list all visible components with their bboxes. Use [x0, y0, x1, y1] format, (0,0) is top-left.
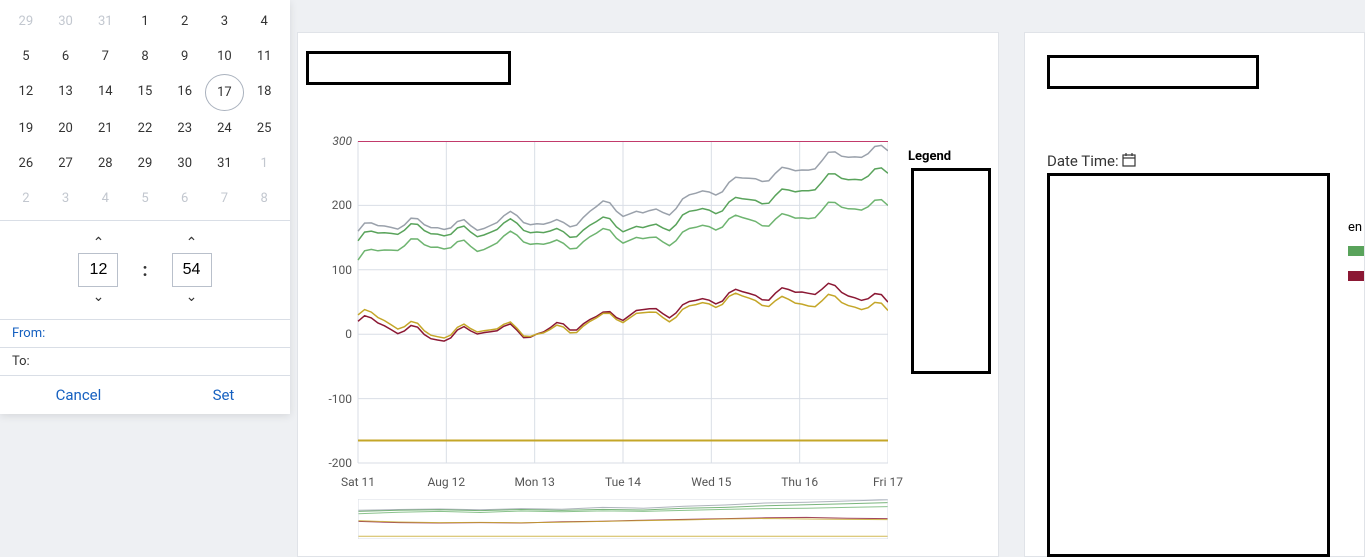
from-label[interactable]: From:	[0, 319, 290, 347]
calendar-day[interactable]: 18	[244, 74, 284, 111]
calendar-day[interactable]: 3	[46, 181, 86, 216]
calendar-day[interactable]: 5	[125, 181, 165, 216]
time-spinner-row: ⌃ ⌄ : ⌃ ⌄	[0, 220, 290, 319]
y-axis-tick: 100	[304, 263, 352, 277]
calendar-day[interactable]: 8	[125, 39, 165, 74]
datetime-label: Date Time:	[1047, 152, 1136, 170]
chart-overview-strip[interactable]	[358, 499, 888, 539]
x-axis-tick: Fri 17	[858, 475, 918, 489]
calendar-day[interactable]: 17	[205, 74, 245, 111]
calendar-day[interactable]: 4	[85, 181, 125, 216]
legend-heading: Legend	[908, 149, 951, 164]
calendar-day[interactable]: 19	[6, 111, 46, 146]
hour-down-icon[interactable]: ⌄	[87, 287, 111, 307]
calendar-day[interactable]: 30	[46, 4, 86, 39]
calendar-grid: 2930311234567891011121314151617181920212…	[0, 0, 290, 220]
calendar-day[interactable]: 9	[165, 39, 205, 74]
minute-up-icon[interactable]: ⌃	[180, 233, 204, 253]
calendar-day[interactable]: 16	[165, 74, 205, 111]
calendar-day[interactable]: 4	[244, 4, 284, 39]
calendar-day[interactable]: 21	[85, 111, 125, 146]
cancel-button[interactable]: Cancel	[56, 386, 102, 404]
x-axis-tick: Thu 16	[770, 475, 830, 489]
legend-swatch-green	[1348, 246, 1364, 256]
calendar-day[interactable]: 26	[6, 146, 46, 181]
y-axis-tick: 0	[304, 327, 352, 341]
legend-swatch-red	[1348, 271, 1364, 281]
calendar-day[interactable]: 6	[46, 39, 86, 74]
chart-title-placeholder	[306, 51, 511, 85]
calendar-day[interactable]: 1	[125, 4, 165, 39]
calendar-day[interactable]: 31	[85, 4, 125, 39]
legend-fragment-text: en	[1348, 220, 1362, 235]
minute-spinner: ⌃ ⌄	[172, 233, 212, 307]
y-axis-tick: -100	[304, 392, 352, 406]
side-panel: Date Time: en	[1024, 32, 1365, 557]
calendar-day[interactable]: 27	[46, 146, 86, 181]
calendar-day[interactable]: 14	[85, 74, 125, 111]
hour-input[interactable]	[78, 253, 118, 287]
legend-placeholder	[911, 168, 991, 374]
calendar-day[interactable]: 12	[6, 74, 46, 111]
calendar-day[interactable]: 6	[165, 181, 205, 216]
hour-spinner: ⌃ ⌄	[78, 233, 118, 307]
calendar-day[interactable]: 7	[205, 181, 245, 216]
calendar-day[interactable]: 7	[85, 39, 125, 74]
line-chart[interactable]	[298, 141, 888, 493]
calendar-day[interactable]: 2	[165, 4, 205, 39]
minute-down-icon[interactable]: ⌄	[180, 287, 204, 307]
hour-up-icon[interactable]: ⌃	[87, 233, 111, 253]
calendar-day[interactable]: 8	[244, 181, 284, 216]
minute-input[interactable]	[172, 253, 212, 287]
calendar-day[interactable]: 5	[6, 39, 46, 74]
set-button[interactable]: Set	[213, 386, 235, 404]
y-axis-tick: 300	[304, 134, 352, 148]
calendar-day[interactable]: 1	[244, 146, 284, 181]
calendar-day[interactable]: 22	[125, 111, 165, 146]
chart-panel: Legend 300 200 100 0 -100 -200 Sat 11 Aug 12 Mo…	[297, 32, 999, 557]
to-label[interactable]: To:	[0, 347, 290, 375]
x-axis-tick: Mon 13	[505, 475, 565, 489]
calendar-day[interactable]: 24	[205, 111, 245, 146]
side-content-placeholder	[1047, 173, 1330, 557]
calendar-day[interactable]: 13	[46, 74, 86, 111]
calendar-day[interactable]: 29	[125, 146, 165, 181]
x-axis-tick: Wed 15	[681, 475, 741, 489]
calendar-day[interactable]: 23	[165, 111, 205, 146]
calendar-day[interactable]: 30	[165, 146, 205, 181]
y-axis-tick: -200	[304, 456, 352, 470]
x-axis-tick: Sat 11	[328, 475, 388, 489]
calendar-day[interactable]: 28	[85, 146, 125, 181]
calendar-day[interactable]: 31	[205, 146, 245, 181]
x-axis-tick: Tue 14	[593, 475, 653, 489]
calendar-day[interactable]: 3	[205, 4, 245, 39]
calendar-day[interactable]: 20	[46, 111, 86, 146]
calendar-day[interactable]: 29	[6, 4, 46, 39]
x-axis-tick: Aug 12	[416, 475, 476, 489]
calendar-day[interactable]: 11	[244, 39, 284, 74]
side-title-placeholder	[1047, 55, 1259, 89]
date-range-picker: 2930311234567891011121314151617181920212…	[0, 0, 290, 414]
calendar-icon[interactable]	[1122, 153, 1136, 167]
calendar-day[interactable]: 10	[205, 39, 245, 74]
time-colon: :	[142, 260, 147, 281]
y-axis-tick: 200	[304, 198, 352, 212]
calendar-day[interactable]: 25	[244, 111, 284, 146]
calendar-day[interactable]: 2	[6, 181, 46, 216]
calendar-day[interactable]: 15	[125, 74, 165, 111]
